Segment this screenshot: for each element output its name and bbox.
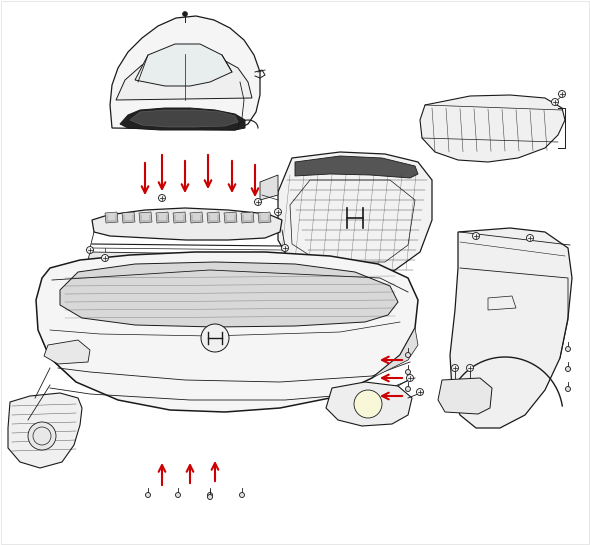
Polygon shape	[110, 16, 260, 130]
Circle shape	[201, 324, 229, 352]
Polygon shape	[88, 252, 288, 262]
Circle shape	[274, 209, 281, 215]
Circle shape	[405, 370, 411, 374]
Circle shape	[159, 195, 166, 202]
Polygon shape	[372, 328, 418, 378]
Circle shape	[405, 386, 411, 391]
Polygon shape	[207, 212, 220, 223]
Circle shape	[146, 493, 150, 498]
Circle shape	[407, 374, 414, 381]
Polygon shape	[278, 152, 432, 278]
Polygon shape	[190, 212, 203, 223]
Circle shape	[565, 366, 571, 372]
Circle shape	[405, 353, 411, 358]
Circle shape	[417, 389, 424, 396]
Circle shape	[208, 493, 212, 498]
Polygon shape	[241, 212, 254, 223]
Polygon shape	[8, 393, 82, 468]
Polygon shape	[116, 54, 252, 100]
Circle shape	[565, 386, 571, 391]
Circle shape	[254, 198, 261, 205]
Polygon shape	[438, 378, 492, 414]
Circle shape	[87, 246, 93, 253]
Circle shape	[28, 422, 56, 450]
Circle shape	[208, 494, 212, 500]
Circle shape	[182, 11, 188, 16]
Circle shape	[565, 347, 571, 352]
Circle shape	[175, 493, 181, 498]
Polygon shape	[92, 208, 282, 240]
Polygon shape	[326, 382, 412, 426]
Circle shape	[240, 493, 244, 498]
Polygon shape	[260, 175, 278, 200]
Polygon shape	[135, 44, 232, 86]
Circle shape	[552, 99, 559, 106]
Polygon shape	[295, 156, 418, 178]
Circle shape	[354, 390, 382, 418]
Polygon shape	[173, 212, 186, 223]
Circle shape	[451, 365, 458, 372]
Polygon shape	[130, 110, 238, 127]
Polygon shape	[120, 108, 245, 130]
Circle shape	[526, 234, 533, 241]
Polygon shape	[122, 212, 135, 223]
Circle shape	[467, 365, 474, 372]
Polygon shape	[36, 252, 418, 412]
Polygon shape	[139, 212, 152, 223]
Polygon shape	[60, 262, 398, 327]
Circle shape	[473, 233, 480, 239]
Polygon shape	[156, 212, 169, 223]
Polygon shape	[258, 212, 271, 223]
Polygon shape	[450, 228, 572, 428]
Circle shape	[101, 255, 109, 262]
Polygon shape	[420, 95, 565, 162]
Polygon shape	[44, 340, 90, 364]
Polygon shape	[105, 212, 118, 223]
Circle shape	[559, 90, 565, 98]
Circle shape	[281, 245, 289, 251]
Polygon shape	[224, 212, 237, 223]
